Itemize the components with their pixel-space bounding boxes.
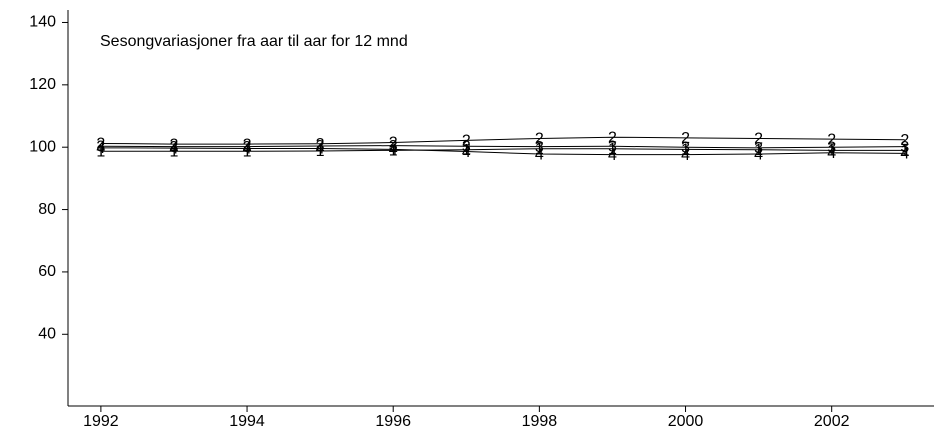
x-tick-label: 1992: [83, 413, 119, 429]
y-tick-label: 140: [29, 14, 56, 31]
point-marker: 1: [535, 141, 544, 158]
point-marker: 3: [535, 139, 544, 156]
point-marker: 2: [900, 132, 909, 149]
point-marker: 4: [900, 146, 909, 163]
point-marker: 2: [96, 136, 105, 153]
point-marker: 1: [170, 143, 179, 160]
point-marker: 3: [96, 138, 105, 155]
point-marker: 3: [681, 139, 690, 156]
point-marker: 1: [900, 143, 909, 160]
point-marker: 4: [754, 146, 763, 163]
point-marker: 3: [754, 140, 763, 157]
y-tick-label: 80: [38, 201, 56, 218]
point-marker: 2: [754, 131, 763, 148]
point-marker: 3: [170, 139, 179, 156]
series-line: [100, 145, 905, 149]
y-tick-label: 40: [38, 326, 56, 343]
point-marker: 1: [681, 142, 690, 159]
point-marker: 3: [900, 139, 909, 156]
point-marker: 3: [462, 138, 471, 155]
point-marker: 4: [96, 140, 105, 157]
point-marker: 2: [389, 135, 398, 152]
point-marker: 4: [535, 146, 544, 163]
series-line: [100, 136, 905, 145]
y-tick-label: 120: [29, 76, 56, 93]
point-marker: 2: [170, 136, 179, 153]
point-marker: 4: [170, 140, 179, 157]
y-tick-label: 100: [29, 138, 56, 155]
point-marker: 1: [243, 143, 252, 160]
point-marker: 2: [462, 133, 471, 150]
point-marker: 4: [608, 147, 617, 164]
x-tick-label: 1994: [229, 413, 265, 429]
point-marker: 1: [96, 143, 105, 160]
x-tick-label: 1996: [375, 413, 411, 429]
chart-title: Sesongvariasjoner fra aar til aar for 12…: [100, 33, 408, 50]
series-line: [100, 147, 905, 156]
point-marker: 4: [389, 142, 398, 159]
point-marker: 2: [243, 136, 252, 153]
point-marker: 4: [316, 141, 325, 158]
point-marker: 2: [827, 131, 836, 148]
x-tick-label: 2000: [668, 413, 704, 429]
point-marker: 1: [608, 141, 617, 158]
x-tick-label: 1998: [522, 413, 558, 429]
point-marker: 2: [608, 129, 617, 146]
point-marker: 4: [462, 144, 471, 161]
point-marker: 2: [316, 136, 325, 153]
point-marker: 3: [243, 139, 252, 156]
point-marker: 1: [827, 143, 836, 160]
point-marker: 1: [316, 143, 325, 160]
point-marker: 4: [243, 141, 252, 158]
point-marker: 4: [827, 145, 836, 162]
point-marker: 2: [681, 130, 690, 147]
point-marker: 4: [681, 147, 690, 164]
series-line: [100, 148, 905, 152]
x-tick-label: 2002: [814, 413, 850, 429]
y-tick-label: 60: [38, 263, 56, 280]
point-marker: 2: [535, 131, 544, 148]
point-marker: 3: [608, 138, 617, 155]
point-marker: 1: [389, 143, 398, 160]
point-marker: 3: [316, 138, 325, 155]
point-marker: 3: [827, 139, 836, 156]
point-marker: 1: [462, 142, 471, 159]
point-marker: 3: [389, 138, 398, 155]
point-marker: 1: [754, 142, 763, 159]
